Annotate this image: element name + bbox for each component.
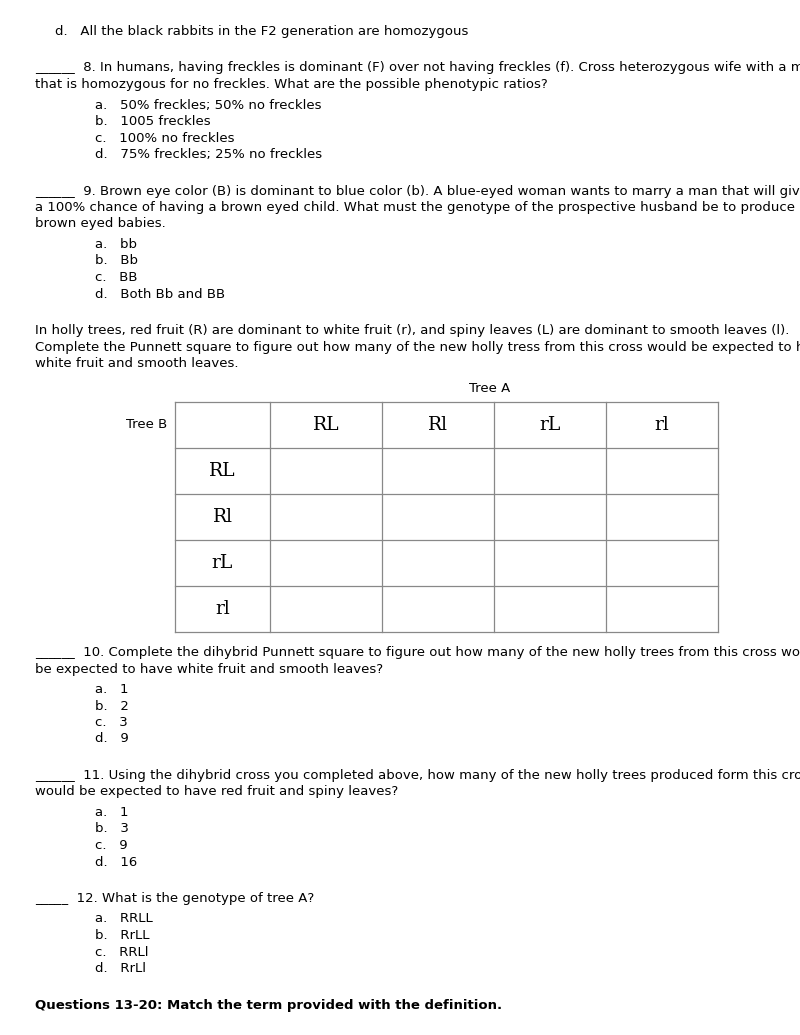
Text: ______  9. Brown eye color (B) is dominant to blue color (b). A blue-eyed woman : ______ 9. Brown eye color (B) is dominan… bbox=[35, 184, 800, 198]
Text: rL: rL bbox=[212, 554, 233, 572]
Text: brown eyed babies.: brown eyed babies. bbox=[35, 217, 166, 231]
Text: d.   RrLl: d. RrLl bbox=[95, 962, 146, 975]
Text: b.   RrLL: b. RrLL bbox=[95, 929, 150, 942]
Text: rl: rl bbox=[654, 416, 670, 434]
Text: Rl: Rl bbox=[428, 416, 448, 434]
Text: be expected to have white fruit and smooth leaves?: be expected to have white fruit and smoo… bbox=[35, 662, 383, 676]
Text: a.   RRLL: a. RRLL bbox=[95, 913, 153, 925]
Text: RL: RL bbox=[313, 416, 339, 434]
Text: a 100% chance of having a brown eyed child. What must the genotype of the prospe: a 100% chance of having a brown eyed chi… bbox=[35, 201, 800, 214]
Text: d.   Both Bb and BB: d. Both Bb and BB bbox=[95, 288, 225, 300]
Text: that is homozygous for no freckles. What are the possible phenotypic ratios?: that is homozygous for no freckles. What… bbox=[35, 78, 548, 91]
Text: c.   RRLl: c. RRLl bbox=[95, 946, 149, 958]
Text: rL: rL bbox=[539, 416, 561, 434]
Text: c.   9: c. 9 bbox=[95, 839, 128, 852]
Text: white fruit and smooth leaves.: white fruit and smooth leaves. bbox=[35, 357, 238, 369]
Text: Tree B: Tree B bbox=[126, 418, 167, 432]
Text: a.   1: a. 1 bbox=[95, 806, 129, 819]
Text: a.   bb: a. bb bbox=[95, 238, 137, 252]
Text: ______  8. In humans, having freckles is dominant (F) over not having freckles (: ______ 8. In humans, having freckles is … bbox=[35, 61, 800, 75]
Text: b.   2: b. 2 bbox=[95, 700, 129, 712]
Text: Tree A: Tree A bbox=[470, 382, 510, 394]
Text: a.   1: a. 1 bbox=[95, 683, 129, 696]
Text: Complete the Punnett square to figure out how many of the new holly tress from t: Complete the Punnett square to figure ou… bbox=[35, 341, 800, 354]
Text: Rl: Rl bbox=[213, 508, 233, 526]
Text: RL: RL bbox=[209, 462, 236, 480]
Text: would be expected to have red fruit and spiny leaves?: would be expected to have red fruit and … bbox=[35, 786, 398, 798]
Text: d.   75% freckles; 25% no freckles: d. 75% freckles; 25% no freckles bbox=[95, 148, 322, 161]
Text: b.   Bb: b. Bb bbox=[95, 255, 138, 267]
Text: _____  12. What is the genotype of tree A?: _____ 12. What is the genotype of tree A… bbox=[35, 892, 314, 905]
Text: a.   50% freckles; 50% no freckles: a. 50% freckles; 50% no freckles bbox=[95, 98, 322, 112]
Text: d.   16: d. 16 bbox=[95, 856, 138, 868]
Text: Questions 13-20: Match the term provided with the definition.: Questions 13-20: Match the term provided… bbox=[35, 999, 502, 1011]
Text: c.   3: c. 3 bbox=[95, 716, 128, 729]
Text: d.   9: d. 9 bbox=[95, 733, 129, 745]
Text: d.   All the black rabbits in the F2 generation are homozygous: d. All the black rabbits in the F2 gener… bbox=[55, 25, 468, 38]
Text: In holly trees, red fruit (R) are dominant to white fruit (r), and spiny leaves : In holly trees, red fruit (R) are domina… bbox=[35, 324, 790, 337]
Text: ______  10. Complete the dihybrid Punnett square to figure out how many of the n: ______ 10. Complete the dihybrid Punnett… bbox=[35, 646, 800, 659]
Text: b.   3: b. 3 bbox=[95, 823, 129, 835]
Text: b.   1005 freckles: b. 1005 freckles bbox=[95, 115, 210, 128]
Text: c.   100% no freckles: c. 100% no freckles bbox=[95, 131, 234, 145]
Text: c.   BB: c. BB bbox=[95, 271, 138, 284]
Text: ______  11. Using the dihybrid cross you completed above, how many of the new ho: ______ 11. Using the dihybrid cross you … bbox=[35, 769, 800, 782]
Text: rl: rl bbox=[215, 600, 230, 618]
